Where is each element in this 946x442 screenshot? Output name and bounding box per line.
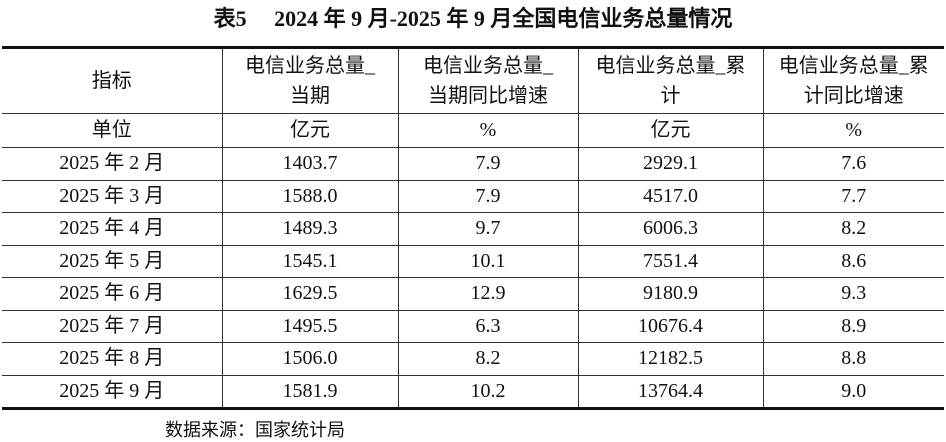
data-row: 2025 年 6 月 1629.5 12.9 9180.9 9.3 — [2, 277, 944, 311]
month-cell: 2025 年 5 月 — [2, 245, 222, 278]
data-row: 2025 年 2 月 1403.7 7.9 2929.1 7.6 — [2, 147, 944, 181]
header-cell: 电信业务总量_累计 — [577, 46, 763, 114]
value-cell: 1545.1 — [221, 245, 398, 278]
data-row: 2025 年 5 月 1545.1 10.1 7551.4 8.6 — [2, 245, 944, 278]
value-cell: 12.9 — [397, 277, 578, 311]
month-cell: 2025 年 8 月 — [2, 342, 222, 376]
data-row: 2025 年 4 月 1489.3 9.7 6006.3 8.2 — [2, 212, 944, 246]
value-cell: 9.7 — [397, 212, 578, 246]
header-cell: 电信业务总量_ 当期 — [221, 46, 398, 114]
value-cell: 10.1 — [397, 245, 578, 278]
data-row: 2025 年 9 月 1581.9 10.2 13764.4 9.0 — [2, 375, 944, 410]
value-cell: 7.7 — [762, 180, 944, 213]
value-cell: 6.3 — [397, 310, 578, 343]
month-cell: 2025 年 7 月 — [2, 310, 222, 343]
month-cell: 2025 年 2 月 — [2, 147, 222, 181]
value-cell: 8.2 — [397, 342, 578, 376]
header-text: 指标 — [91, 70, 132, 92]
header-text: 电信业务总量_累 — [778, 55, 929, 77]
month-cell: 2025 年 3 月 — [2, 180, 222, 213]
value-cell: 2929.1 — [577, 147, 763, 181]
unit-cell: 亿元 — [221, 113, 398, 148]
value-cell: 9.0 — [762, 375, 944, 410]
value-cell: 1403.7 — [221, 147, 398, 181]
header-text: 电信业务总量_ — [245, 55, 375, 77]
value-cell: 9.3 — [762, 277, 944, 311]
value-cell: 13764.4 — [577, 375, 763, 410]
value-cell: 8.9 — [762, 310, 944, 343]
data-row: 2025 年 3 月 1588.0 7.9 4517.0 7.7 — [2, 180, 944, 213]
header-text: 电信业务总量_ — [423, 55, 553, 77]
value-cell: 7551.4 — [577, 245, 763, 278]
table-body: 指标 电信业务总量_ 当期 电信业务总量_ 当期同比增速 电信业务总量_累计电信业务总量_… — [2, 46, 944, 410]
header-text: 当期同比增速 — [428, 85, 548, 107]
unit-cell: % — [397, 113, 578, 148]
value-cell: 8.8 — [762, 342, 944, 376]
source-note: 数据来源：国家统计局 — [165, 420, 345, 440]
value-cell: 9180.9 — [577, 277, 763, 311]
value-cell: 1495.5 — [221, 310, 398, 343]
value-cell: 1581.9 — [221, 375, 398, 410]
header-text: 计同比增速 — [803, 85, 904, 107]
unit-row: 单位 亿元% 亿元% — [2, 113, 944, 148]
value-cell: 6006.3 — [577, 212, 763, 246]
unit-cell: % — [762, 113, 944, 148]
value-cell: 1489.3 — [221, 212, 398, 246]
value-cell: 7.6 — [762, 147, 944, 181]
value-cell: 10.2 — [397, 375, 578, 410]
value-cell: 7.9 — [397, 180, 578, 213]
month-cell: 2025 年 6 月 — [2, 277, 222, 311]
value-cell: 4517.0 — [577, 180, 763, 213]
value-cell: 10676.4 — [577, 310, 763, 343]
month-cell: 2025 年 9 月 — [2, 375, 222, 410]
header-cell: 指标 — [2, 46, 222, 114]
data-table: 指标 电信业务总量_ 当期 电信业务总量_ 当期同比增速 电信业务总量_累计电信业务总量_… — [2, 46, 944, 410]
header-row: 指标 电信业务总量_ 当期 电信业务总量_ 当期同比增速 电信业务总量_累计电信业务总量_… — [2, 46, 944, 114]
value-cell: 7.9 — [397, 147, 578, 181]
unit-cell: 单位 — [2, 113, 222, 148]
value-cell: 1588.0 — [221, 180, 398, 213]
value-cell: 8.6 — [762, 245, 944, 278]
value-cell: 1629.5 — [221, 277, 398, 311]
header-text: 电信业务总量_累 — [595, 55, 746, 77]
header-cell: 电信业务总量_累 计同比增速 — [762, 46, 944, 114]
header-text: 计 — [660, 85, 681, 107]
table-title: 表5 2024 年 9 月-2025 年 9 月全国电信业务总量情况 — [213, 6, 733, 31]
header-cell: 电信业务总量_ 当期同比增速 — [397, 46, 578, 114]
data-row: 2025 年 7 月 1495.5 6.3 10676.4 8.9 — [2, 310, 944, 343]
value-cell: 1506.0 — [221, 342, 398, 376]
data-row: 2025 年 8 月 1506.0 8.2 12182.5 8.8 — [2, 342, 944, 376]
header-text: 当期 — [290, 85, 330, 107]
unit-cell: 亿元 — [577, 113, 763, 148]
month-cell: 2025 年 4 月 — [2, 212, 222, 246]
value-cell: 8.2 — [762, 212, 944, 246]
value-cell: 12182.5 — [577, 342, 763, 376]
